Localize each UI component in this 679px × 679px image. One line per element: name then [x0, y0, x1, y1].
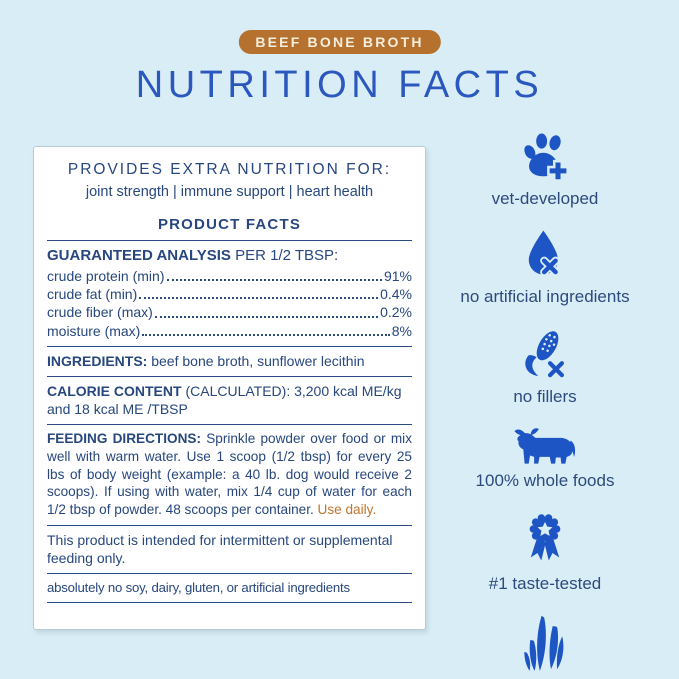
no-allergens-note: absolutely no soy, dairy, gluten, or art…: [47, 580, 350, 596]
analysis-row: moisture (max) 8%: [47, 322, 412, 340]
award-ribbon-icon: [521, 511, 569, 568]
analysis-value: 0.4%: [380, 286, 412, 303]
analysis-row: crude fat (min) 0.4%: [47, 285, 412, 303]
provides-benefits: joint strength | immune support | heart …: [85, 184, 374, 201]
feature-taste-tested: #1 taste-tested: [489, 511, 601, 594]
analysis-label: moisture (max): [47, 322, 141, 339]
cow-icon: [512, 427, 578, 465]
dotted-leader: [142, 333, 390, 336]
droplet-x-icon: [522, 229, 568, 281]
use-daily-note: Use daily.: [317, 501, 377, 517]
analysis-label: crude fat (min): [47, 286, 138, 303]
provides-heading: PROVIDES EXTRA NUTRITION FOR:: [67, 161, 392, 178]
analysis-row: crude protein (min) 91%: [47, 267, 412, 285]
feeding-directions: FEEDING DIRECTIONS: Sprinkle powder over…: [47, 430, 412, 518]
feature-vet-developed: vet-developed: [491, 131, 599, 209]
dotted-leader: [154, 315, 379, 318]
product-badge-label: BEEF BONE BROTH: [255, 34, 424, 50]
ingredients-label: INGREDIENTS:: [47, 352, 148, 369]
feature-no-fillers: no fillers: [513, 327, 577, 407]
supplemental-feeding-note: This product is intended for intermitten…: [47, 531, 393, 566]
analysis-label: crude fiber (max): [47, 304, 153, 321]
feature-label: 100% whole foods: [475, 471, 615, 490]
divider: [47, 602, 412, 604]
divider: [47, 573, 412, 575]
feature-no-artificial-ingredients: no artificial ingredients: [460, 229, 630, 307]
analysis-value: 8%: [391, 322, 412, 339]
ingredients-text: beef bone broth, sunflower lecithin: [151, 352, 365, 369]
feeding-directions-label: FEEDING DIRECTIONS:: [47, 431, 201, 447]
dotted-leader: [139, 297, 379, 300]
divider: [47, 240, 412, 242]
feature-label: no fillers: [513, 387, 577, 406]
analysis-row: crude fiber (max) 0.2%: [47, 303, 412, 321]
divider: [47, 524, 412, 526]
feature-whole-foods: 100% whole foods: [475, 427, 615, 491]
divider: [47, 375, 412, 377]
guaranteed-analysis-label: GUARANTEED ANALYSIS: [47, 247, 231, 265]
ingredients-line: INGREDIENTS: beef bone broth, sunflower …: [47, 352, 412, 370]
feature-list: vet-developed no artificial ingredients: [431, 131, 659, 679]
feature-grass-fed: grass-fed beef: [491, 614, 600, 679]
dotted-leader: [166, 279, 382, 282]
feature-label: vet-developed: [491, 189, 599, 208]
product-facts-panel: PROVIDES EXTRA NUTRITION FOR: joint stre…: [33, 146, 426, 630]
calorie-text: (CALCULATED): 3,200 kcal ME/kg and 18 kc…: [47, 382, 402, 418]
divider: [47, 424, 412, 426]
guaranteed-analysis-heading: GUARANTEED ANALYSIS PER 1/2 TBSP:: [47, 246, 412, 266]
calorie-label: CALORIE CONTENT: [47, 382, 182, 399]
corn-x-icon: [518, 327, 572, 381]
feeding-directions-text: Sprinkle powder over food or mix well wi…: [47, 431, 412, 517]
paw-plus-icon: [518, 131, 572, 183]
divider: [47, 345, 412, 347]
feature-label: no artificial ingredients: [460, 287, 630, 306]
product-facts-title: PRODUCT FACTS: [157, 215, 302, 233]
analysis-value: 0.2%: [380, 304, 412, 321]
analysis-value: 91%: [383, 267, 412, 284]
calorie-line: CALORIE CONTENT (CALCULATED): 3,200 kcal…: [47, 382, 412, 418]
analysis-label: crude protein (min): [47, 267, 165, 284]
feature-label: #1 taste-tested: [488, 574, 602, 593]
grass-icon: [517, 614, 573, 676]
page-title: NUTRITION FACTS: [135, 64, 544, 106]
product-badge: BEEF BONE BROTH: [238, 30, 441, 54]
guaranteed-analysis-serving: PER 1/2 TBSP:: [235, 247, 339, 265]
